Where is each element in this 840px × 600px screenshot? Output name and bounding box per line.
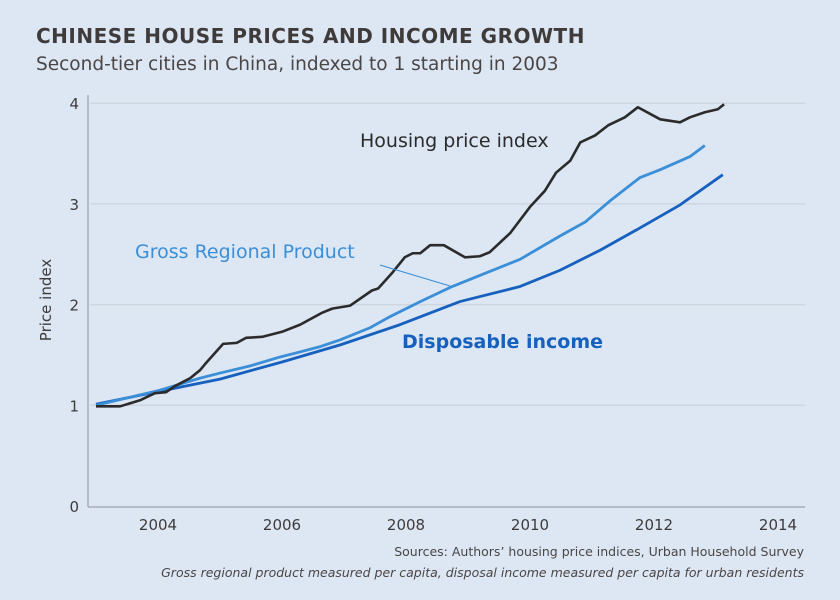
y-tick-label: 2: [69, 297, 79, 315]
label-leader-line: [379, 264, 451, 287]
chart-subtitle: Second-tier cities in China, indexed to …: [36, 54, 559, 75]
series-line-gross-regional-product: [95, 144, 706, 407]
sources-note: Sources: Authors’ housing price indices,…: [394, 544, 804, 559]
series-line-housing-price-index: [96, 103, 725, 408]
series-label-housing: Housing price index: [360, 130, 549, 152]
x-tick-label: 2008: [387, 516, 425, 534]
x-tick-label: 2004: [139, 516, 177, 534]
x-tick-label: 2012: [635, 516, 673, 534]
y-tick-label: 1: [69, 397, 79, 415]
series-line-disposable-income: [95, 173, 724, 406]
x-tick-label: 2014: [759, 516, 797, 534]
y-tick-label: 4: [69, 95, 79, 113]
chart-title: CHINESE HOUSE PRICES AND INCOME GROWTH: [36, 24, 585, 48]
y-tick-label: 0: [69, 498, 79, 516]
x-tick-label: 2006: [263, 516, 301, 534]
series-label-income: Disposable income: [402, 331, 603, 353]
y-tick-label: 3: [69, 196, 79, 214]
x-tick-label: 2010: [511, 516, 549, 534]
series-label-grp: Gross Regional Product: [135, 241, 355, 263]
y-axis-label: Price index: [37, 259, 55, 342]
footnote: Gross regional product measured per capi…: [161, 565, 804, 580]
